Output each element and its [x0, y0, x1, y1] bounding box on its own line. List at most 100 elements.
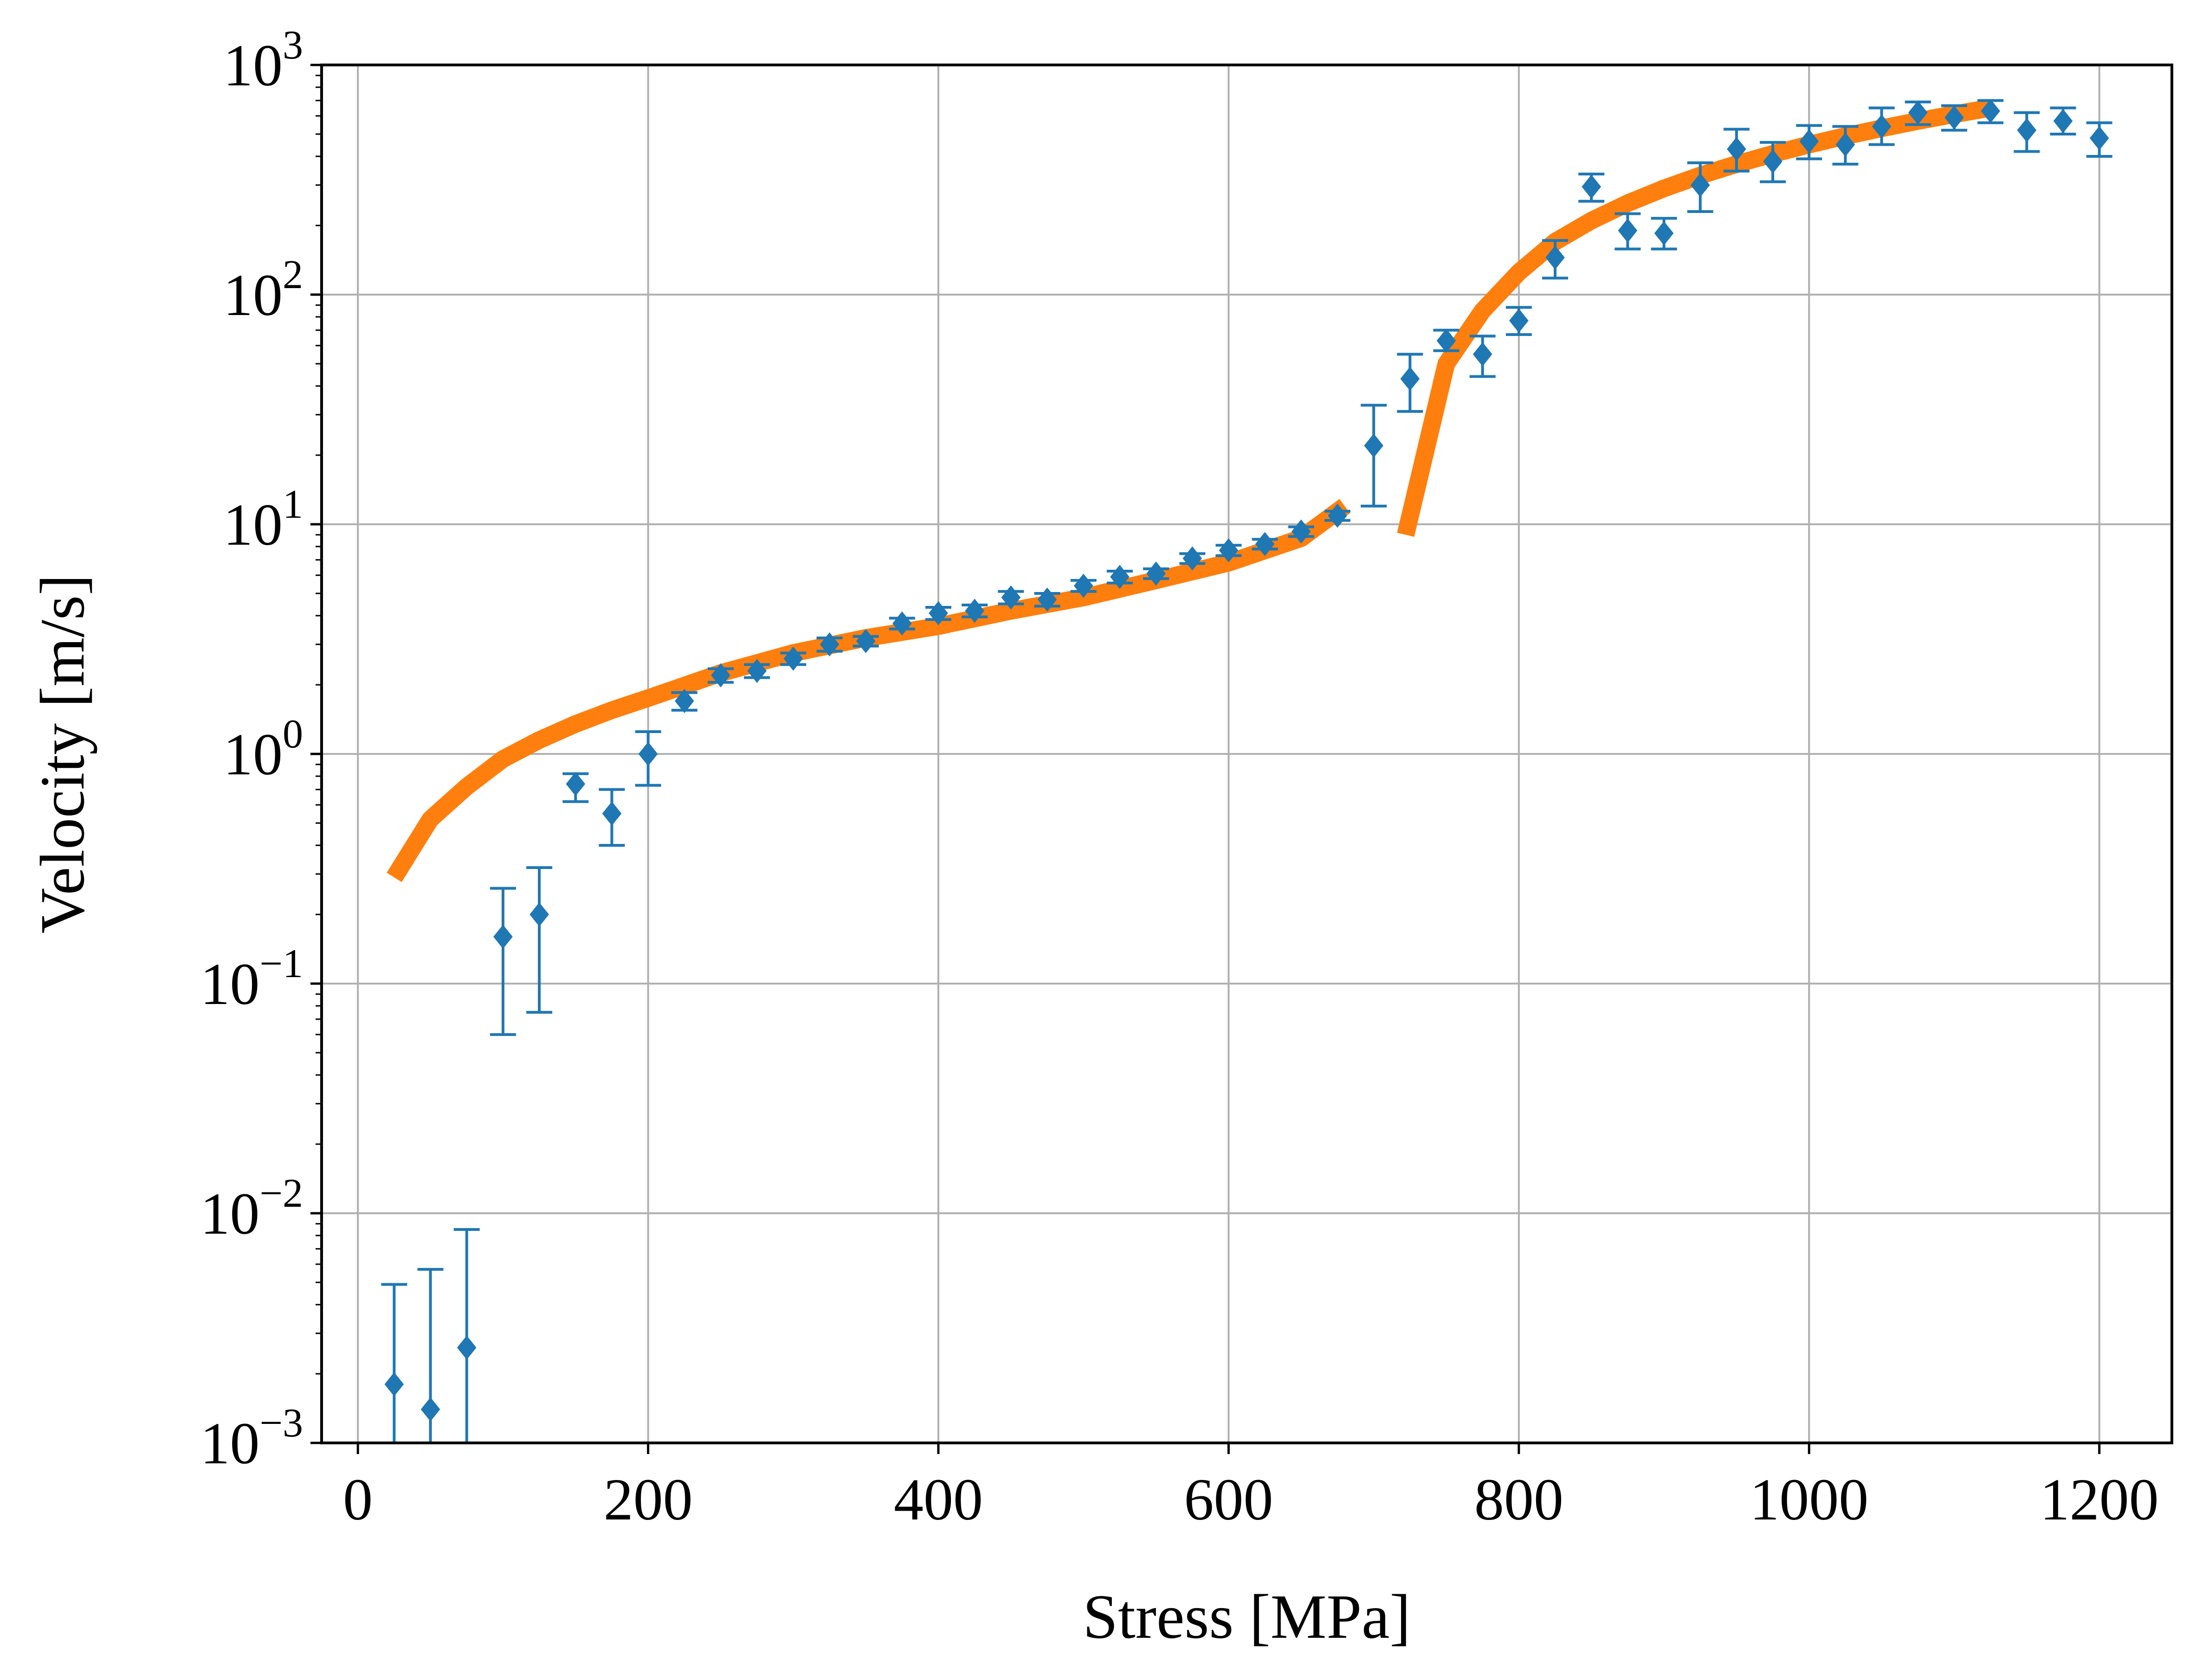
diamond-marker — [1001, 585, 1021, 610]
diamond-marker — [965, 599, 984, 623]
diamond-marker — [1582, 174, 1601, 199]
diamond-marker — [1400, 367, 1420, 391]
diamond-marker — [747, 658, 767, 683]
diamond-marker — [457, 1335, 477, 1360]
diamond-marker — [1690, 173, 1710, 197]
data-point — [1288, 519, 1314, 544]
x-tick-label: 0 — [343, 1467, 373, 1532]
errorbar-series — [381, 99, 2112, 1443]
data-point — [381, 1283, 407, 1443]
diamond-marker — [1835, 132, 1855, 157]
diamond-marker — [892, 611, 912, 636]
diamond-marker — [856, 629, 876, 653]
y-axis: 10−3 10−2 10−1 100 101 102 103 — [200, 23, 322, 1476]
diamond-marker — [1944, 105, 1964, 130]
y-tick-label: 103 — [223, 23, 303, 98]
data-point — [1542, 239, 1568, 280]
data-point — [1433, 328, 1460, 353]
data-point — [1397, 353, 1423, 413]
data-point — [1324, 503, 1350, 528]
data-point — [599, 788, 625, 847]
y-axis-label: Velocity [m/s] — [28, 574, 97, 933]
diamond-marker — [2089, 126, 2109, 150]
diamond-marker — [566, 772, 586, 796]
diamond-marker — [1618, 219, 1638, 243]
data-point — [1760, 141, 1786, 183]
diamond-marker — [493, 924, 513, 949]
x-tick-label: 1000 — [1750, 1467, 1868, 1532]
diamond-marker — [1436, 328, 1456, 353]
diamond-marker — [1037, 587, 1057, 612]
data-point — [1796, 124, 1822, 161]
data-point — [1832, 125, 1859, 166]
diamond-marker — [1255, 532, 1275, 556]
data-point — [1252, 532, 1278, 556]
data-point — [780, 646, 807, 671]
x-axis-label: Stress [MPa] — [1083, 1582, 1410, 1652]
data-point — [998, 585, 1024, 610]
data-point — [1361, 404, 1387, 508]
data-point — [853, 629, 879, 653]
diamond-marker — [1219, 538, 1239, 563]
data-point — [635, 730, 661, 787]
diamond-marker — [602, 801, 622, 826]
y-tick-label: 10−2 — [200, 1171, 303, 1247]
data-point — [562, 772, 589, 803]
diamond-marker — [1073, 573, 1093, 598]
data-point — [889, 611, 915, 636]
diamond-marker — [1727, 137, 1746, 161]
diamond-marker — [2053, 109, 2073, 133]
diamond-marker — [530, 902, 549, 927]
data-point — [1651, 217, 1677, 251]
data-point — [1070, 573, 1097, 598]
data-point — [1106, 565, 1133, 589]
data-point — [816, 632, 843, 657]
diamond-marker — [1146, 561, 1166, 586]
data-point — [962, 599, 988, 623]
diamond-marker — [820, 632, 840, 657]
data-point — [1723, 128, 1750, 173]
data-point — [1179, 546, 1206, 571]
diamond-marker — [1291, 519, 1311, 544]
diamond-marker — [929, 601, 948, 625]
data-point — [2086, 121, 2112, 158]
diamond-marker — [1545, 245, 1565, 270]
data-point — [490, 887, 516, 1036]
data-point — [1868, 106, 1895, 146]
data-point — [1505, 306, 1532, 336]
data-point — [1215, 538, 1242, 563]
data-point — [2014, 111, 2040, 153]
data-point — [1143, 561, 1169, 586]
diamond-marker — [1908, 100, 1928, 125]
diamond-marker — [420, 1397, 440, 1422]
y-tick-label: 101 — [223, 482, 303, 558]
diamond-marker — [1110, 565, 1130, 589]
data-point — [1905, 100, 1931, 126]
x-tick-label: 200 — [604, 1467, 693, 1532]
diamond-marker — [1473, 342, 1492, 367]
diamond-marker — [1364, 433, 1383, 458]
y-tick-label: 102 — [223, 252, 303, 328]
x-axis: 0 200 400 600 800 1000 1200 — [343, 1443, 2159, 1532]
diamond-marker — [674, 689, 694, 713]
y-tick-label: 100 — [223, 712, 303, 787]
diamond-marker — [711, 663, 730, 688]
x-tick-label: 1200 — [2040, 1467, 2159, 1532]
data-point — [1034, 587, 1060, 612]
data-point — [707, 663, 734, 688]
x-tick-label: 800 — [1474, 1467, 1563, 1532]
data-point — [925, 601, 951, 625]
data-point — [1578, 173, 1605, 203]
diamond-marker — [2017, 118, 2037, 142]
diamond-marker — [1328, 503, 1347, 528]
data-point — [1615, 212, 1641, 251]
data-point — [453, 1228, 480, 1443]
diamond-marker — [638, 742, 658, 766]
diamond-marker — [384, 1372, 404, 1397]
diamond-marker — [1763, 149, 1783, 174]
data-point — [417, 1268, 444, 1443]
data-point — [744, 658, 770, 683]
diamond-marker — [1509, 309, 1529, 333]
data-point — [1469, 335, 1496, 378]
